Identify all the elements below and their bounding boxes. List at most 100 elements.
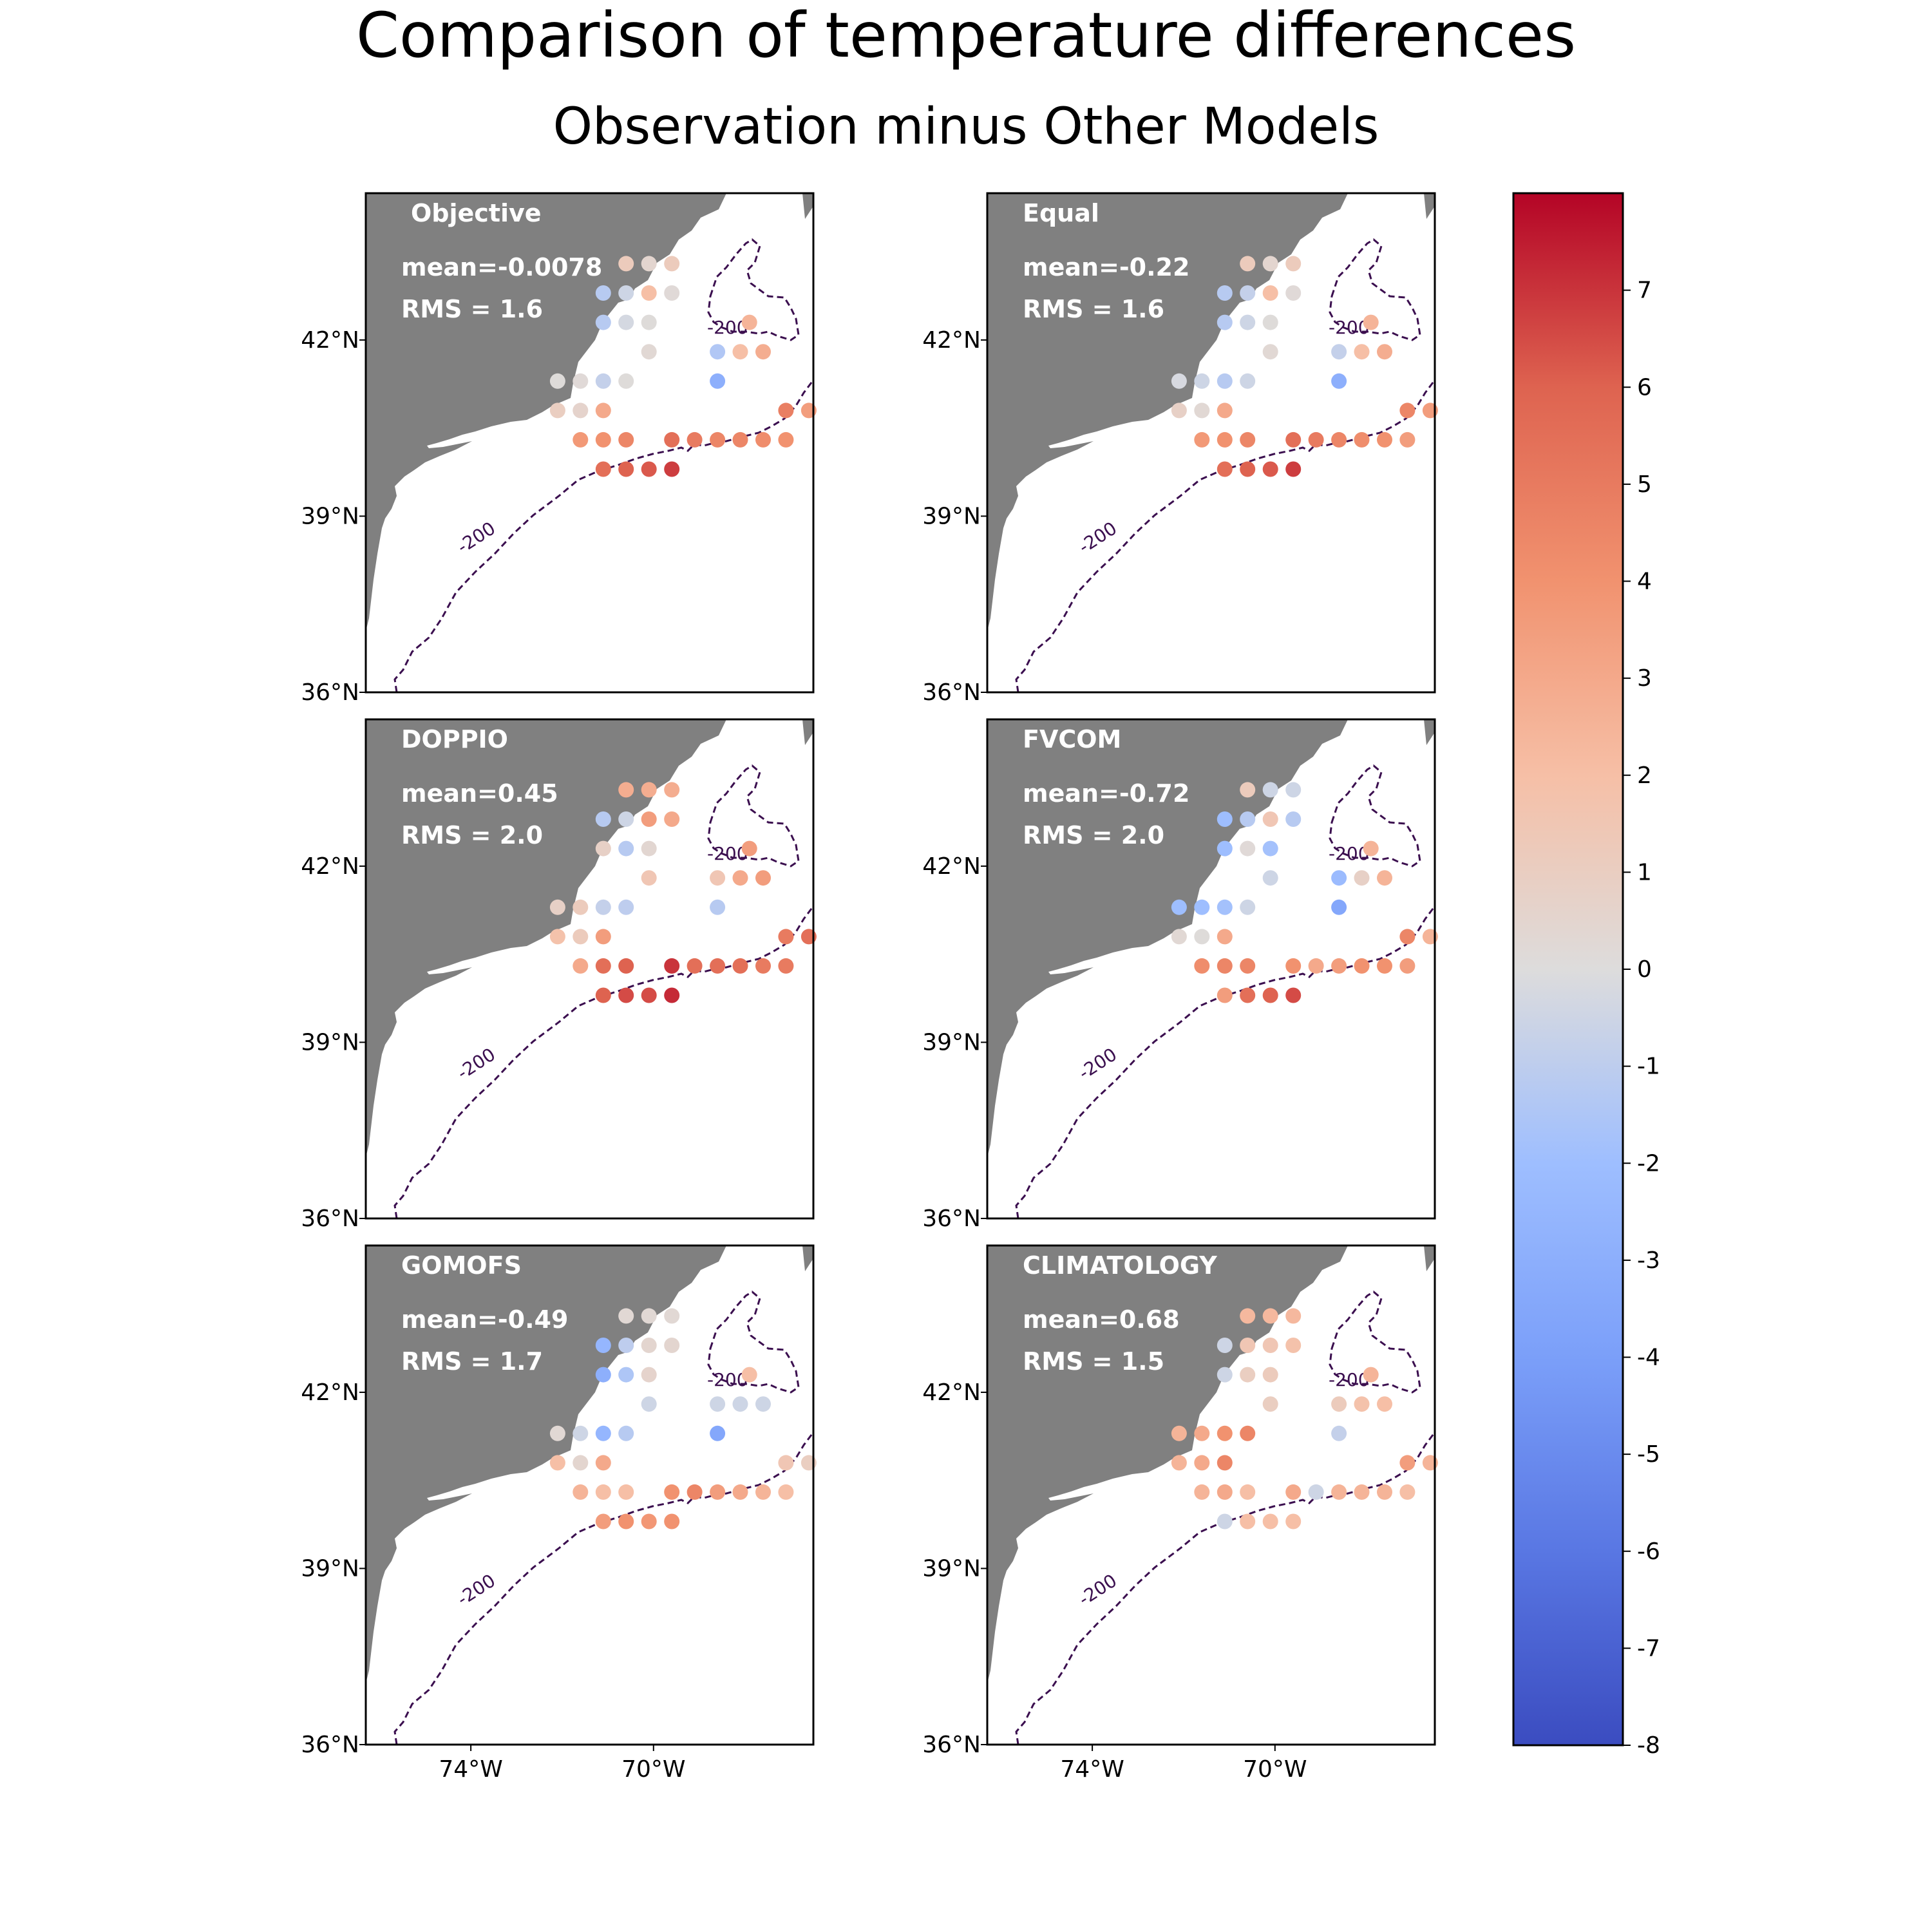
map-frame — [986, 1244, 1436, 1746]
station-point — [1262, 840, 1278, 857]
station-point — [1285, 461, 1302, 477]
station-point — [732, 870, 748, 886]
station-point — [755, 431, 771, 448]
map-frame — [365, 718, 815, 1220]
station-point — [618, 1513, 634, 1530]
station-point — [641, 870, 657, 886]
panel-mean: mean=0.68 — [1023, 1305, 1180, 1334]
station-point — [1240, 1513, 1256, 1530]
station-point — [1217, 929, 1233, 945]
station-point — [1399, 1455, 1416, 1471]
station-point — [1217, 840, 1233, 857]
station-point — [1331, 373, 1347, 389]
station-point — [778, 1484, 794, 1500]
station-point — [573, 899, 589, 915]
station-point — [755, 1484, 771, 1500]
station-point — [595, 1455, 611, 1471]
station-point — [595, 1484, 611, 1500]
panel-title: FVCOM — [1023, 725, 1121, 753]
colorbar-tick-label: 0 — [1637, 956, 1652, 983]
station-point — [755, 344, 771, 360]
contour-label: -200 — [707, 317, 748, 338]
station-point — [778, 929, 794, 945]
station-point — [641, 1367, 657, 1383]
station-point — [710, 1396, 726, 1412]
station-point — [664, 1513, 680, 1530]
station-point — [710, 344, 726, 360]
map-frame — [365, 192, 815, 694]
station-point — [549, 899, 565, 915]
station-point — [1354, 344, 1370, 360]
station-point — [1399, 1484, 1416, 1500]
station-point — [595, 461, 611, 477]
station-point — [710, 958, 726, 974]
station-point — [1399, 402, 1416, 419]
station-point — [1217, 987, 1233, 1003]
station-point — [618, 256, 634, 272]
station-point — [573, 1425, 589, 1441]
station-point — [1354, 1484, 1370, 1500]
station-point — [1262, 314, 1278, 330]
lat-tick-label: 42°N — [301, 327, 359, 354]
map-frame — [365, 1244, 815, 1746]
station-point — [618, 431, 634, 448]
land-mass — [987, 193, 1435, 631]
land-mass — [987, 1245, 1435, 1683]
station-point — [1354, 1396, 1370, 1412]
station-point — [664, 1308, 680, 1324]
isobath-contour — [393, 905, 815, 1219]
station-point — [664, 958, 680, 974]
colorbar-tick-label: -3 — [1637, 1247, 1660, 1274]
station-point — [755, 1396, 771, 1412]
station-point — [1377, 870, 1392, 886]
station-point — [1171, 402, 1187, 419]
station-point — [1354, 958, 1370, 974]
station-point — [1262, 870, 1278, 886]
panel-title: DOPPIO — [401, 725, 508, 753]
panel-rms: RMS = 1.6 — [401, 295, 543, 323]
station-point — [573, 929, 589, 945]
contour-label: -200 — [707, 1369, 748, 1390]
colorbar-tick-label: -2 — [1637, 1150, 1660, 1177]
lat-tick-label: 36°N — [922, 1732, 981, 1758]
station-point — [1217, 373, 1233, 389]
station-point — [710, 1425, 726, 1441]
colorbar-tick-label: -1 — [1637, 1054, 1660, 1080]
station-point — [1194, 1484, 1210, 1500]
station-point — [1240, 1425, 1256, 1441]
station-point — [1194, 431, 1210, 448]
station-point — [549, 373, 565, 389]
colorbar-tick-label: 7 — [1637, 278, 1652, 304]
station-point — [732, 1484, 748, 1500]
station-point — [1377, 344, 1392, 360]
station-point — [778, 958, 794, 974]
station-point — [1262, 782, 1278, 798]
station-point — [618, 840, 634, 857]
station-point — [618, 1308, 634, 1324]
station-point — [778, 1455, 794, 1471]
station-point — [778, 431, 794, 448]
lat-tick-label: 39°N — [301, 1029, 359, 1056]
isobath-contour — [1015, 905, 1436, 1219]
station-point — [618, 285, 634, 301]
station-point — [1331, 958, 1347, 974]
station-point — [1240, 314, 1256, 330]
lat-tick-label: 42°N — [922, 853, 981, 880]
station-point — [732, 431, 748, 448]
station-point — [641, 1513, 657, 1530]
panel-rms: RMS = 1.7 — [401, 1347, 543, 1376]
panel-mean: mean=-0.22 — [1023, 253, 1189, 281]
figure-subtitle: Observation minus Other Models — [553, 98, 1379, 156]
station-point — [641, 344, 657, 360]
station-point — [710, 1484, 726, 1500]
station-point — [549, 929, 565, 945]
panel-mean: mean=-0.0078 — [401, 253, 602, 281]
contour-label: -200 — [1329, 317, 1370, 338]
station-point — [618, 899, 634, 915]
station-point — [1377, 431, 1392, 448]
station-point — [1240, 1308, 1256, 1324]
lat-tick-label: 42°N — [301, 1379, 359, 1406]
